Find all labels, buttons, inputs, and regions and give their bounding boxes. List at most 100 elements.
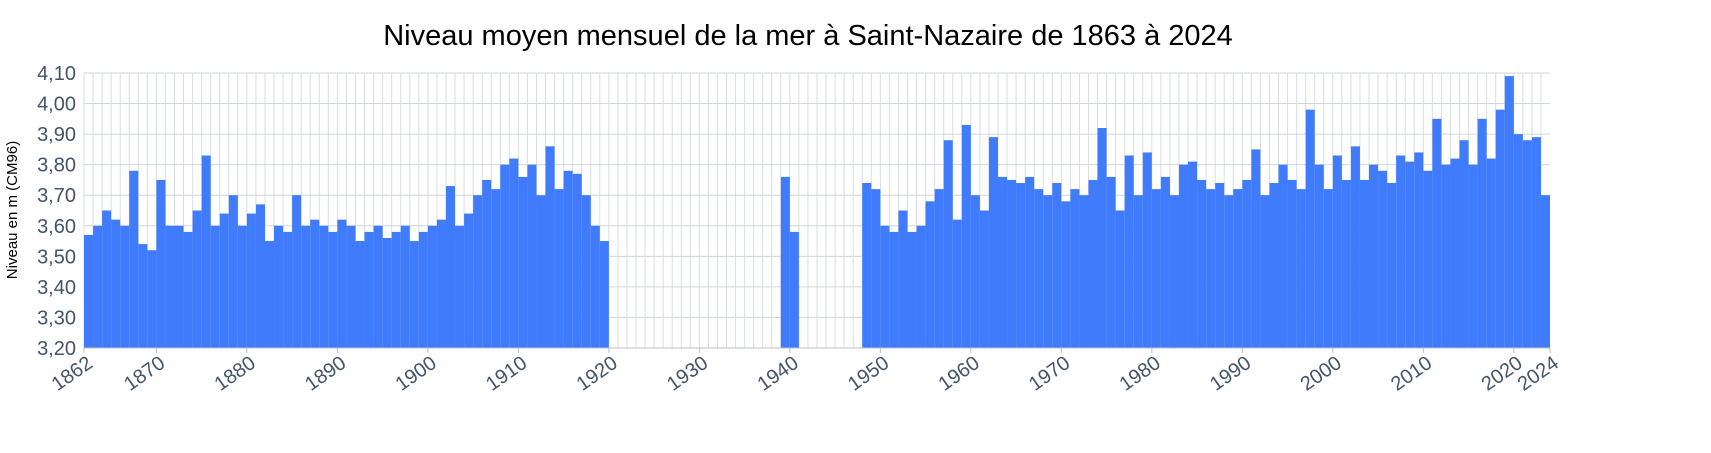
bar: [373, 225, 383, 348]
bar: [346, 225, 356, 348]
bar: [1034, 189, 1044, 348]
bar: [93, 225, 103, 348]
bar: [898, 210, 908, 348]
x-tick-label: 1880: [211, 352, 260, 396]
bar: [1151, 189, 1161, 348]
bar: [1278, 164, 1288, 348]
bar: [1504, 76, 1514, 349]
bar: [319, 225, 329, 348]
bar: [1124, 155, 1134, 348]
bar: [590, 225, 600, 348]
bar: [916, 225, 926, 348]
bar: [961, 124, 971, 348]
bar: [183, 231, 193, 348]
y-tick-label: 3,80: [37, 155, 76, 177]
bar: [1160, 176, 1170, 348]
bar: [1477, 118, 1487, 348]
bar: [1296, 189, 1306, 348]
bar: [1260, 195, 1270, 348]
bar: [1206, 189, 1216, 348]
x-tick-label: 1920: [573, 352, 622, 396]
bar: [1369, 164, 1379, 348]
bars: [84, 76, 1550, 349]
bar: [1359, 179, 1370, 348]
bar: [364, 231, 374, 348]
bar: [418, 231, 428, 348]
bar: [943, 140, 953, 348]
bar: [1468, 164, 1478, 348]
bar: [482, 179, 492, 348]
bar: [138, 244, 148, 348]
bar: [283, 231, 293, 348]
bar: [409, 241, 419, 348]
bar: [572, 173, 582, 348]
bar: [536, 195, 546, 348]
bar: [970, 195, 980, 348]
bar: [862, 183, 872, 348]
bar: [165, 225, 175, 348]
bar: [491, 189, 501, 348]
bar: [1540, 195, 1550, 348]
bar: [1450, 158, 1460, 348]
bar: [1007, 179, 1017, 348]
bar: [1432, 118, 1442, 348]
y-tick-label: 3,70: [37, 185, 76, 207]
bar: [1025, 176, 1035, 348]
bar: [1088, 179, 1098, 348]
y-tick-label: 3,40: [37, 277, 76, 299]
x-tick-label: 1960: [935, 352, 984, 396]
bar: [174, 225, 184, 348]
bar: [129, 170, 139, 348]
bar: [563, 170, 573, 348]
bar: [1387, 183, 1397, 348]
x-tick-label: 1930: [663, 352, 712, 396]
y-tick-label: 3,20: [37, 338, 76, 360]
bar: [979, 210, 989, 348]
bar: [1169, 195, 1179, 348]
bar: [228, 195, 238, 348]
bar: [1332, 155, 1342, 348]
x-tick-label: 2000: [1297, 352, 1346, 396]
bar: [518, 176, 528, 348]
x-tick-label: 1910: [482, 352, 531, 396]
bar: [1097, 128, 1107, 348]
bar: [780, 176, 790, 348]
bar: [1142, 152, 1152, 348]
bar: [391, 231, 401, 348]
x-tick-label: 1950: [844, 352, 893, 396]
x-tick-label: 2010: [1387, 352, 1436, 396]
x-tick-label: 1890: [301, 352, 350, 396]
x-tick-label: 2024: [1514, 352, 1563, 396]
x-tick-label: 1990: [1206, 352, 1255, 396]
bar: [889, 231, 899, 348]
bar: [509, 158, 519, 348]
bar: [445, 186, 456, 348]
bar: [1513, 134, 1523, 348]
bar: [1106, 176, 1116, 348]
bar: [1052, 183, 1062, 348]
bar: [246, 213, 256, 348]
y-tick-label: 4,10: [37, 63, 76, 85]
bar: [301, 225, 311, 348]
bar: [1396, 155, 1406, 348]
bar: [988, 137, 998, 348]
x-tick-label: 1970: [1025, 352, 1074, 396]
bar: [1233, 189, 1243, 348]
bar: [1531, 137, 1541, 348]
bar: [934, 189, 944, 348]
bar: [1441, 164, 1451, 348]
bar: [1495, 109, 1505, 349]
bar: [1061, 201, 1071, 348]
bar: [1269, 183, 1279, 348]
bar: [1486, 158, 1496, 348]
x-tick-label: 1870: [120, 352, 169, 396]
bar: [355, 241, 365, 348]
bar: [1350, 146, 1360, 348]
bar: [102, 210, 112, 348]
bar: [1287, 179, 1297, 348]
bar: [1224, 195, 1234, 348]
bar: [1070, 189, 1080, 348]
bar: [1414, 152, 1424, 348]
bar: [1459, 140, 1469, 348]
bar: [1197, 179, 1207, 348]
